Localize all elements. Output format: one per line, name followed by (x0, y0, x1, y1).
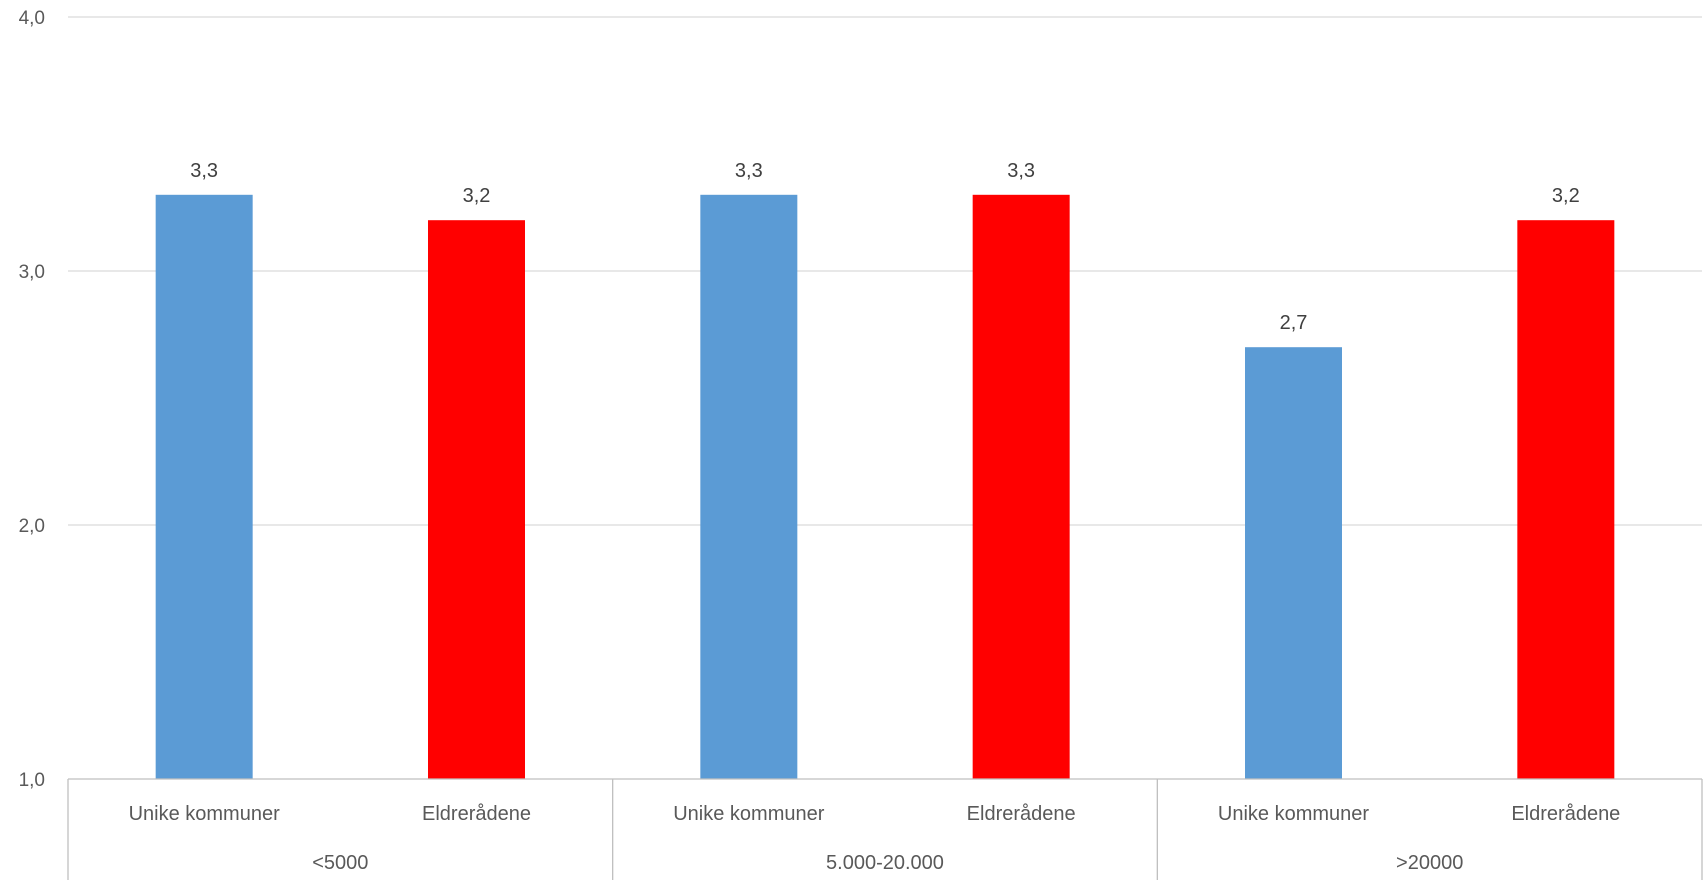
x-axis: Unike kommuner Eldrerådene <5000 Unike komm… (67, 778, 1703, 880)
gridlines (68, 16, 1702, 526)
bar (972, 194, 1070, 780)
data-label: 3,2 (1552, 185, 1580, 207)
y-axis: 1,0 2,0 3,0 4,0 (19, 8, 45, 791)
bar (155, 194, 253, 780)
bar (428, 220, 525, 779)
data-labels: 3,3 3,2 3,3 3,3 2,7 3,2 (190, 160, 1579, 334)
group-label: >20000 (1396, 852, 1463, 874)
y-tick-label: 2,0 (19, 516, 45, 537)
group-label: <5000 (312, 852, 368, 874)
data-label: 3,3 (735, 160, 763, 182)
data-label: 3,2 (463, 185, 491, 207)
data-label: 2,7 (1280, 312, 1308, 334)
bars (155, 194, 1615, 780)
category-label: Eldrerådene (967, 803, 1076, 825)
bar (1517, 220, 1615, 779)
category-label: Eldrerådene (1511, 803, 1620, 825)
data-label: 3,3 (1007, 160, 1035, 182)
y-tick-label: 1,0 (19, 770, 45, 791)
category-label: Unike kommuner (1218, 803, 1370, 825)
bar (1245, 347, 1342, 779)
y-tick-label: 4,0 (19, 8, 45, 29)
bar (700, 194, 798, 780)
data-label: 3,3 (190, 160, 218, 182)
category-label: Unike kommuner (129, 803, 281, 825)
category-label: Eldrerådene (422, 803, 531, 825)
y-tick-label: 3,0 (19, 262, 45, 283)
category-label: Unike kommuner (673, 803, 825, 825)
group-label: 5.000-20.000 (826, 852, 944, 874)
